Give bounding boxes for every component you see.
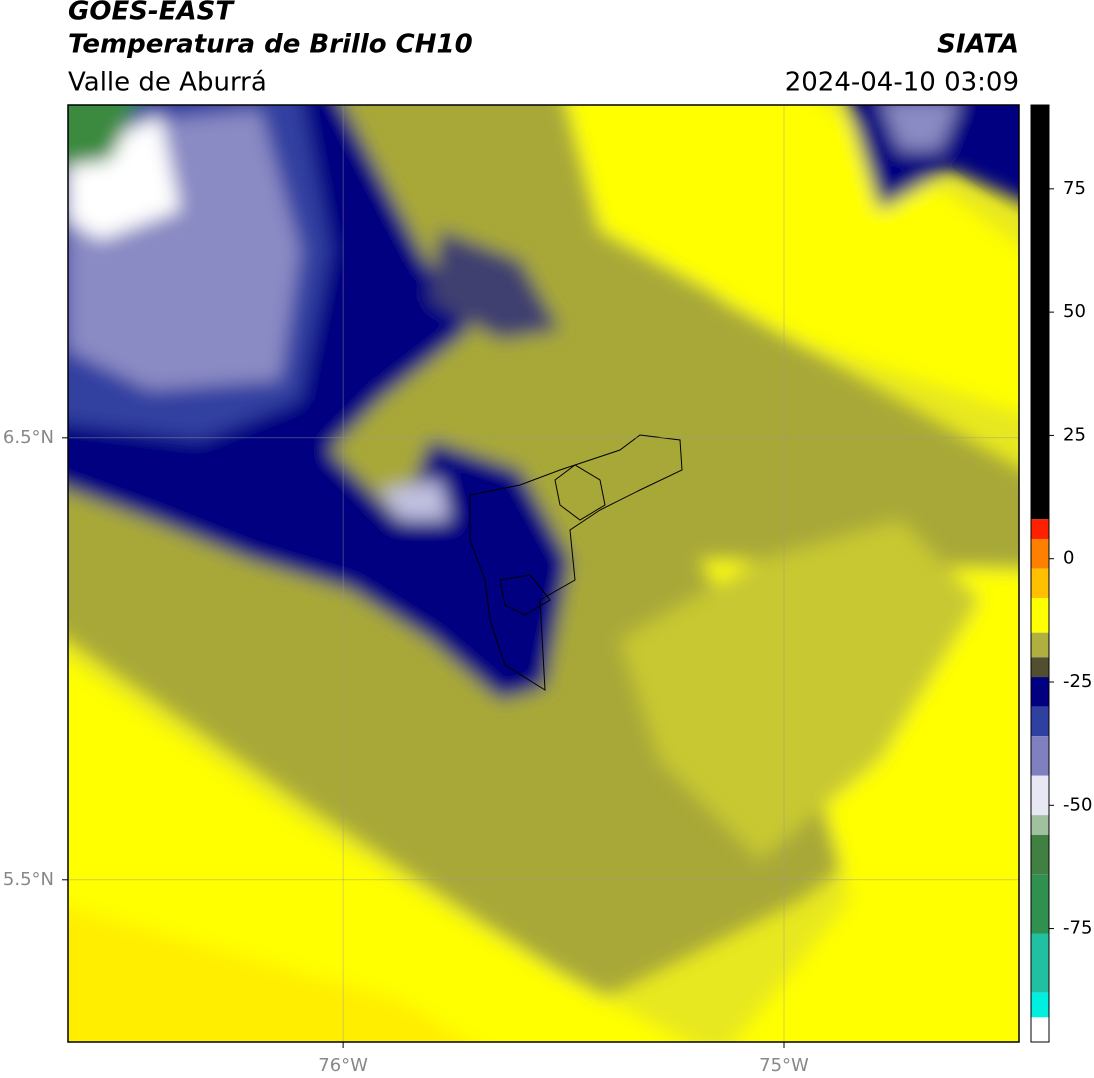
colorbar-frame [1030, 104, 1050, 1043]
colorbar-segment [1031, 834, 1049, 875]
colorbar-segment [1031, 992, 1049, 1018]
colorbar-tick-label: 0 [1063, 548, 1074, 569]
colorbar-segment [1031, 519, 1049, 539]
colorbar-segment [1031, 632, 1049, 658]
colorbar-tick-label: -25 [1063, 671, 1092, 692]
colorbar-tick-label: -75 [1063, 918, 1092, 939]
colorbar-segment [1031, 933, 1049, 993]
colorbar-segment [1031, 105, 1049, 520]
colorbar-segment [1031, 598, 1049, 633]
colorbar-segment [1031, 568, 1049, 599]
colorbar-segment [1031, 706, 1049, 737]
map-image [68, 105, 1019, 1042]
colorbar-segment [1031, 815, 1049, 835]
colorbar-tick-label: -50 [1063, 794, 1092, 815]
x-tick-label: 76°W [318, 1055, 368, 1076]
y-tick-label: 6.5°N [3, 427, 54, 448]
municipality-outlines [469, 434, 683, 691]
colorbar-segment [1031, 736, 1049, 776]
source: SIATA [937, 30, 1019, 60]
colorbar-segment [1031, 874, 1049, 934]
colorbar-segment [1031, 538, 1049, 569]
subtitle: Temperatura de Brillo CH10 [68, 30, 473, 60]
colorbar-tick-label: 75 [1063, 178, 1086, 199]
colorbar-segment [1031, 775, 1049, 816]
datetime: 2024-04-10 03:09 [785, 68, 1019, 98]
map-frame [67, 104, 1020, 1043]
colorbar-tick-label: 25 [1063, 424, 1086, 445]
y-tick-label: 5.5°N [3, 869, 54, 890]
colorbar-segment [1031, 1017, 1049, 1042]
region: Valle de Aburrá [68, 68, 267, 98]
x-tick-label: 75°W [759, 1055, 809, 1076]
title: GOES-EAST [68, 0, 235, 27]
colorbar-tick-label: 50 [1063, 301, 1086, 322]
colorbar-segment [1031, 657, 1049, 678]
colorbar-segment [1031, 677, 1049, 707]
